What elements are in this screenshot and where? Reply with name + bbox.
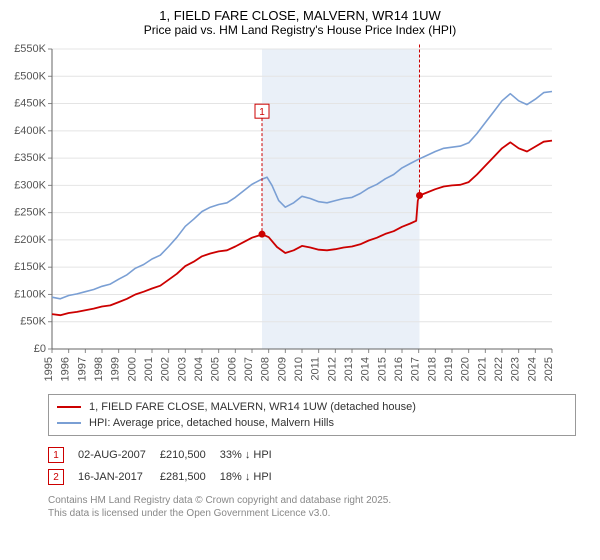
svg-text:£50K: £50K xyxy=(20,316,46,328)
svg-text:2001: 2001 xyxy=(143,357,155,381)
svg-text:£250K: £250K xyxy=(14,207,46,219)
attribution-line: Contains HM Land Registry data © Crown c… xyxy=(48,494,592,507)
svg-text:2012: 2012 xyxy=(326,357,338,381)
svg-text:2003: 2003 xyxy=(176,357,188,381)
legend-swatch xyxy=(57,406,81,408)
svg-text:2014: 2014 xyxy=(360,357,372,381)
marker-box-icon: 2 xyxy=(48,469,64,485)
svg-text:2004: 2004 xyxy=(193,357,205,381)
svg-text:1997: 1997 xyxy=(76,357,88,381)
chart-subtitle: Price paid vs. HM Land Registry's House … xyxy=(8,23,592,37)
legend-swatch xyxy=(57,422,81,424)
svg-text:2008: 2008 xyxy=(260,357,272,381)
svg-text:2024: 2024 xyxy=(526,357,538,381)
svg-text:2013: 2013 xyxy=(343,357,355,381)
sale-delta: 18% ↓ HPI xyxy=(220,466,286,488)
svg-text:£100K: £100K xyxy=(14,288,46,300)
attribution: Contains HM Land Registry data © Crown c… xyxy=(48,494,592,520)
svg-text:2023: 2023 xyxy=(510,357,522,381)
legend-label: HPI: Average price, detached house, Malv… xyxy=(89,417,334,429)
sales-table: 1 02-AUG-2007 £210,500 33% ↓ HPI 2 16-JA… xyxy=(48,444,286,488)
svg-text:2017: 2017 xyxy=(410,357,422,381)
svg-text:2025: 2025 xyxy=(543,357,555,381)
line-chart: £0 £50K £100K £150K £200K £250K £300K £350K £400… xyxy=(8,43,558,383)
legend-label: 1, FIELD FARE CLOSE, MALVERN, WR14 1UW (… xyxy=(89,401,416,413)
svg-text:£500K: £500K xyxy=(14,70,46,82)
svg-text:1998: 1998 xyxy=(93,357,105,381)
svg-text:£350K: £350K xyxy=(14,152,46,164)
svg-text:2021: 2021 xyxy=(476,357,488,381)
svg-text:2016: 2016 xyxy=(393,357,405,381)
svg-text:1: 1 xyxy=(259,107,265,118)
svg-text:£150K: £150K xyxy=(14,261,46,273)
legend-item: 1, FIELD FARE CLOSE, MALVERN, WR14 1UW (… xyxy=(57,399,567,415)
svg-text:£200K: £200K xyxy=(14,234,46,246)
svg-text:2011: 2011 xyxy=(310,357,322,381)
svg-text:2010: 2010 xyxy=(293,357,305,381)
svg-text:2005: 2005 xyxy=(210,357,222,381)
legend: 1, FIELD FARE CLOSE, MALVERN, WR14 1UW (… xyxy=(48,394,576,436)
svg-text:2019: 2019 xyxy=(443,357,455,381)
svg-text:2020: 2020 xyxy=(460,357,472,381)
svg-text:2002: 2002 xyxy=(160,357,172,381)
svg-text:2022: 2022 xyxy=(493,357,505,381)
svg-text:2007: 2007 xyxy=(243,357,255,381)
table-row: 1 02-AUG-2007 £210,500 33% ↓ HPI xyxy=(48,444,286,466)
svg-text:1995: 1995 xyxy=(43,357,55,381)
sale-price: £281,500 xyxy=(160,466,220,488)
svg-text:1999: 1999 xyxy=(110,357,122,381)
svg-text:2009: 2009 xyxy=(276,357,288,381)
legend-item: HPI: Average price, detached house, Malv… xyxy=(57,415,567,431)
attribution-line: This data is licensed under the Open Gov… xyxy=(48,507,592,520)
sale-price: £210,500 xyxy=(160,444,220,466)
svg-text:2018: 2018 xyxy=(426,357,438,381)
chart-title: 1, FIELD FARE CLOSE, MALVERN, WR14 1UW xyxy=(8,8,592,23)
svg-text:£400K: £400K xyxy=(14,125,46,137)
chart-area: £0 £50K £100K £150K £200K £250K £300K £350K £400… xyxy=(8,43,592,388)
svg-text:£0: £0 xyxy=(34,343,46,355)
svg-text:£450K: £450K xyxy=(14,98,46,110)
svg-text:1996: 1996 xyxy=(60,357,72,381)
sale-date: 02-AUG-2007 xyxy=(78,444,160,466)
sale-date: 16-JAN-2017 xyxy=(78,466,160,488)
svg-text:£550K: £550K xyxy=(14,43,46,55)
table-row: 2 16-JAN-2017 £281,500 18% ↓ HPI xyxy=(48,466,286,488)
marker-box-icon: 1 xyxy=(48,447,64,463)
svg-text:2015: 2015 xyxy=(376,357,388,381)
svg-text:£300K: £300K xyxy=(14,179,46,191)
svg-text:2000: 2000 xyxy=(126,357,138,381)
sale-delta: 33% ↓ HPI xyxy=(220,444,286,466)
svg-text:2006: 2006 xyxy=(226,357,238,381)
